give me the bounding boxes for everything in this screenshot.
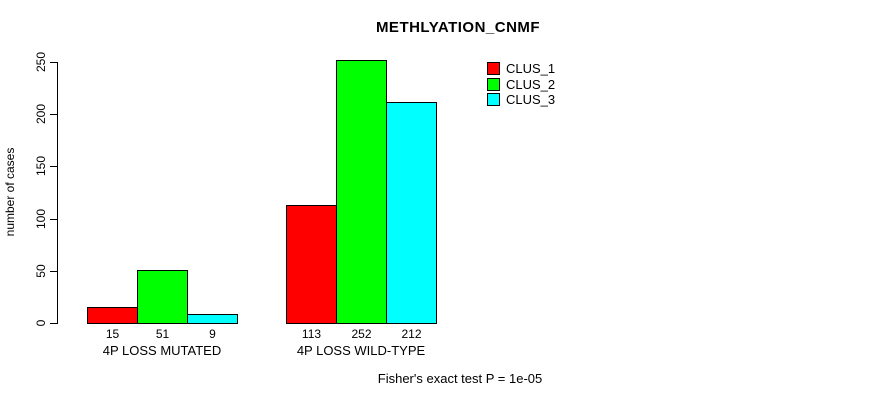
y-axis-tick-label: 50 bbox=[34, 264, 48, 278]
y-axis-label: number of cases bbox=[3, 147, 17, 237]
y-axis-tick-label: 150 bbox=[34, 155, 48, 177]
bar-value-label: 113 bbox=[301, 327, 322, 341]
legend-item: CLUS_2 bbox=[487, 77, 555, 93]
y-axis-tick bbox=[50, 271, 57, 272]
legend-label: CLUS_1 bbox=[506, 61, 556, 77]
legend-label: CLUS_2 bbox=[506, 76, 556, 92]
bar-clus_3-group1 bbox=[187, 314, 238, 324]
legend-label: CLUS_3 bbox=[506, 92, 556, 108]
legend: CLUS_1 CLUS_2 CLUS_3 bbox=[487, 61, 555, 108]
y-axis-tick-label: 250 bbox=[34, 51, 48, 73]
bar-clus_2-group2 bbox=[336, 60, 387, 324]
y-axis-tick bbox=[50, 114, 57, 115]
legend-item: CLUS_1 bbox=[487, 61, 555, 77]
bar-value-label: 15 bbox=[105, 327, 120, 341]
chart-title: METHLYATION_CNMF bbox=[375, 19, 541, 36]
x-category-label: 4P LOSS MUTATED bbox=[102, 343, 222, 358]
y-axis-tick bbox=[50, 62, 57, 63]
y-axis-tick-label: 0 bbox=[34, 319, 48, 327]
y-axis-tick bbox=[50, 166, 57, 167]
legend-swatch bbox=[487, 77, 500, 91]
bar-value-label: 9 bbox=[209, 327, 216, 341]
y-axis-tick-label: 200 bbox=[34, 103, 48, 125]
y-axis-tick bbox=[50, 323, 57, 324]
y-axis-tick bbox=[50, 219, 57, 220]
y-axis-tick-label: 100 bbox=[34, 208, 48, 230]
y-axis-line bbox=[57, 62, 58, 324]
legend-item: CLUS_3 bbox=[487, 92, 555, 108]
bar-clus_2-group1 bbox=[137, 270, 188, 324]
stat-test-annotation: Fisher's exact test P = 1e-05 bbox=[377, 371, 543, 386]
bar-clus_1-group2 bbox=[286, 205, 337, 324]
legend-swatch bbox=[487, 93, 500, 107]
bar-value-label: 51 bbox=[155, 327, 170, 341]
bar-clus_3-group2 bbox=[386, 102, 437, 324]
legend-swatch bbox=[487, 62, 500, 76]
bar-value-label: 252 bbox=[351, 327, 372, 341]
bar-clus_1-group1 bbox=[87, 307, 138, 324]
x-category-label: 4P LOSS WILD-TYPE bbox=[296, 343, 426, 358]
bar-value-label: 212 bbox=[401, 327, 422, 341]
